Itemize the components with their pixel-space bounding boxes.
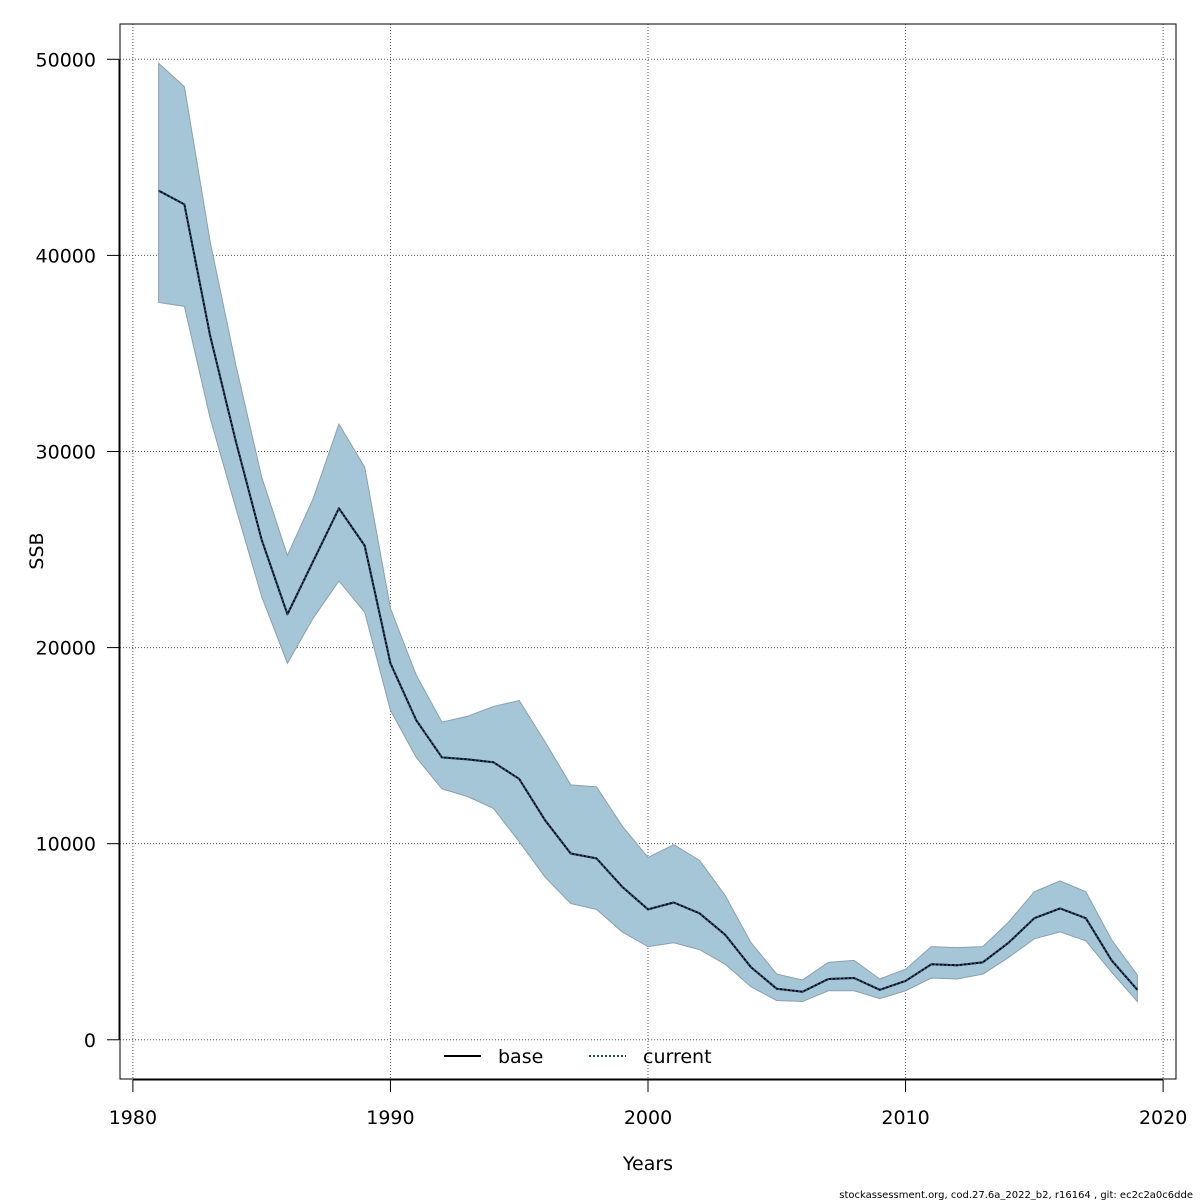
legend: base current <box>444 1046 712 1068</box>
plot-frame <box>119 23 1177 1080</box>
footer-credit: stockassessment.org, cod.27.6a_2022_b2, … <box>839 1190 1193 1200</box>
y-tick-label-20000: 20000 <box>36 638 96 660</box>
x-axis: 1980 1990 2000 2010 2020 <box>109 1079 1187 1129</box>
series-line-current <box>158 189 1139 993</box>
x-tick-label-2000: 2000 <box>624 1107 672 1129</box>
y-axis-title: SSB <box>26 532 48 569</box>
x-tick-label-1980: 1980 <box>109 1107 157 1129</box>
x-tick-label-2020: 2020 <box>1139 1107 1187 1129</box>
x-tick-label-2010: 2010 <box>881 1107 929 1129</box>
y-tick-label-30000: 30000 <box>36 441 96 463</box>
legend-label-base: base <box>498 1046 543 1068</box>
y-tick-label-10000: 10000 <box>36 834 96 856</box>
series-lines-layer <box>158 189 1139 993</box>
x-axis-title: Years <box>622 1153 673 1175</box>
y-tick-label-40000: 40000 <box>36 245 96 267</box>
legend-label-current: current <box>643 1046 712 1068</box>
y-tick-label-0: 0 <box>84 1030 96 1052</box>
y-axis: 0 10000 20000 30000 40000 50000 <box>36 49 120 1052</box>
y-tick-label-50000: 50000 <box>36 49 96 71</box>
x-tick-label-1990: 1990 <box>366 1107 414 1129</box>
